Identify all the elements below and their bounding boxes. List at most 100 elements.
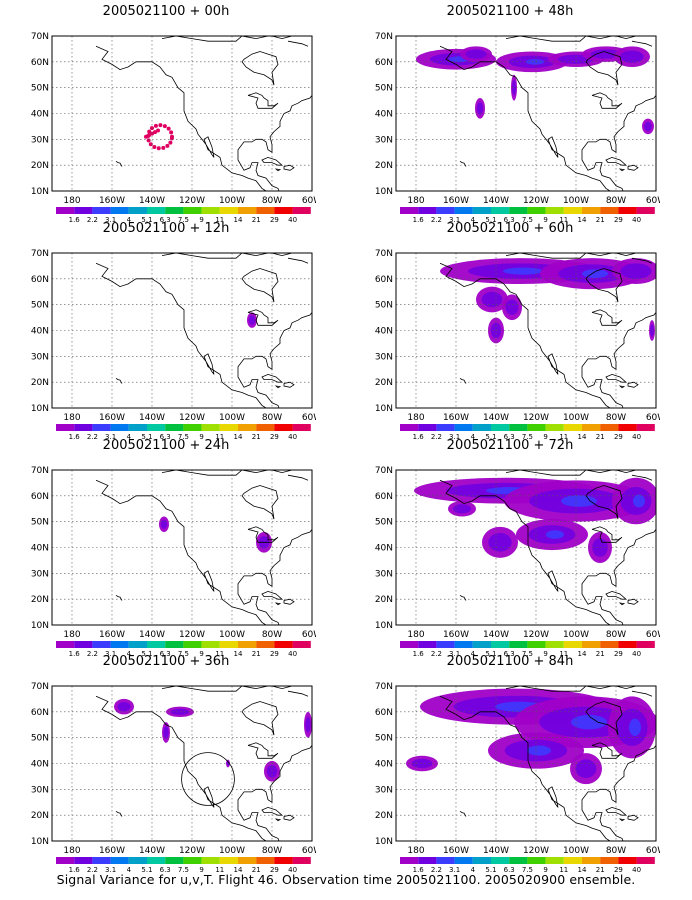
colorbar-swatch: [636, 857, 655, 864]
caribbean-island: [283, 381, 295, 388]
lon-label: 180: [63, 413, 80, 423]
variance-region-peak: [527, 745, 551, 756]
colorbar-swatch: [600, 424, 619, 431]
lon-label: 80W: [262, 196, 282, 206]
colorbar-swatch: [582, 424, 601, 431]
colorbar-swatch: [436, 857, 455, 864]
lat-label: 40N: [375, 327, 393, 337]
colorbar-swatch: [292, 641, 311, 648]
lat-label: 40N: [375, 544, 393, 554]
colorbar-label: 29: [270, 866, 279, 874]
variance-region-peak: [582, 269, 608, 279]
colorbar-label: 21: [596, 650, 605, 658]
colorbar-swatch: [256, 641, 275, 648]
lat-label: 70N: [375, 466, 393, 476]
arctic-island: [287, 474, 309, 481]
colorbar-swatch: [128, 207, 147, 214]
lon-label: 80W: [262, 846, 282, 856]
colorbar-label: 3.1: [105, 650, 116, 658]
colorbar-swatch: [418, 641, 437, 648]
colorbar-swatch: [491, 424, 510, 431]
colorbar-swatch: [128, 641, 147, 648]
colorbar-swatch: [56, 857, 75, 864]
lon-label: 100W: [219, 196, 245, 206]
colorbar-label: 21: [252, 433, 261, 441]
map-frame: [51, 469, 313, 626]
lat-label: 70N: [375, 249, 393, 259]
lon-label: 100W: [563, 196, 589, 206]
colorbar-swatch: [600, 207, 619, 214]
colorbar-label: 21: [596, 866, 605, 874]
colorbar-swatch: [400, 207, 419, 214]
colorbar-swatch: [454, 424, 473, 431]
map-frame: [395, 685, 657, 842]
lon-label: 180: [63, 196, 80, 206]
map-panel-p72: 2005021100 + 72h 10N 20N 30N 40N 50N 60N 70N 180…: [360, 438, 660, 658]
colorbar-label: 5.1: [485, 866, 496, 874]
lon-label: 120W: [523, 846, 549, 856]
observation-dot: [146, 138, 151, 143]
colorbar-swatch: [110, 207, 129, 214]
coastline: [95, 695, 312, 841]
arctic-coast: [505, 470, 613, 476]
lat-label: 50N: [375, 734, 393, 744]
colorbar-swatch: [274, 857, 293, 864]
hawaii: [115, 594, 123, 601]
colorbar-label: 14: [234, 433, 243, 441]
lon-label: 60W: [302, 846, 316, 856]
colorbar-swatch: [274, 424, 293, 431]
colorbar-swatch: [527, 857, 546, 864]
panel-title: 2005021100 + 84h: [446, 654, 574, 669]
colorbar-swatch: [636, 424, 655, 431]
colorbar-swatch: [582, 857, 601, 864]
panel-title: 2005021100 + 36h: [102, 654, 230, 669]
colorbar-label: 1.6: [69, 866, 81, 874]
colorbar-swatch: [201, 207, 220, 214]
map-panel-p12: 2005021100 + 12h 10N 20N 30N 40N 50N 60N 70N 180…: [16, 221, 316, 441]
colorbar-label: 29: [614, 216, 623, 224]
map-frame: [51, 252, 313, 409]
colorbar-label: 5.1: [485, 216, 496, 224]
variance-region-peak: [633, 494, 645, 508]
colorbar-label: 11: [215, 866, 224, 874]
hawaii: [459, 594, 467, 601]
colorbar-swatch: [509, 857, 528, 864]
colorbar-swatch: [527, 207, 546, 214]
colorbar-swatch: [74, 207, 93, 214]
colorbar-label: 14: [578, 650, 587, 658]
colorbar-swatch: [183, 641, 202, 648]
lon-label: 100W: [563, 846, 589, 856]
colorbar-swatch: [56, 424, 75, 431]
lat-label: 60N: [375, 58, 393, 68]
map-plot: 10N 20N 30N 40N 50N 60N 70N 180 160W 140W 120W 100W…: [375, 32, 660, 224]
great-lakes: [247, 742, 279, 759]
colorbar-swatch: [582, 207, 601, 214]
colorbar-swatch: [147, 641, 166, 648]
colorbar-swatch: [454, 641, 473, 648]
colorbar-swatch: [74, 641, 93, 648]
colorbar-label: 6.3: [504, 866, 515, 874]
colorbar-swatch: [563, 641, 582, 648]
lon-label: 180: [407, 196, 424, 206]
map-panel-p00: 2005021100 + 00h 10N 20N 30N 40N 50N 60N 70N 180…: [16, 4, 316, 224]
colorbar-label: 11: [559, 433, 568, 441]
arctic-island: [287, 690, 309, 697]
colorbar-label: 3.1: [105, 433, 116, 441]
map-frame: [395, 35, 657, 192]
colorbar-label: 2.2: [431, 433, 442, 441]
target-circle: [181, 752, 235, 806]
lat-label: 20N: [375, 595, 393, 605]
arctic-coast: [505, 253, 613, 259]
caribbean-island: [605, 373, 628, 383]
lat-label: 70N: [31, 32, 49, 42]
lon-label: 60W: [302, 630, 316, 640]
observation-dot: [158, 123, 163, 128]
colorbar-label: 9: [543, 433, 547, 441]
variance-region-core: [590, 49, 622, 59]
lon-label: 140W: [483, 630, 509, 640]
great-lakes: [591, 92, 623, 109]
lon-label: 140W: [139, 630, 165, 640]
observation-dot: [169, 136, 174, 141]
lat-label: 40N: [31, 110, 49, 120]
arctic-island: [252, 686, 293, 690]
